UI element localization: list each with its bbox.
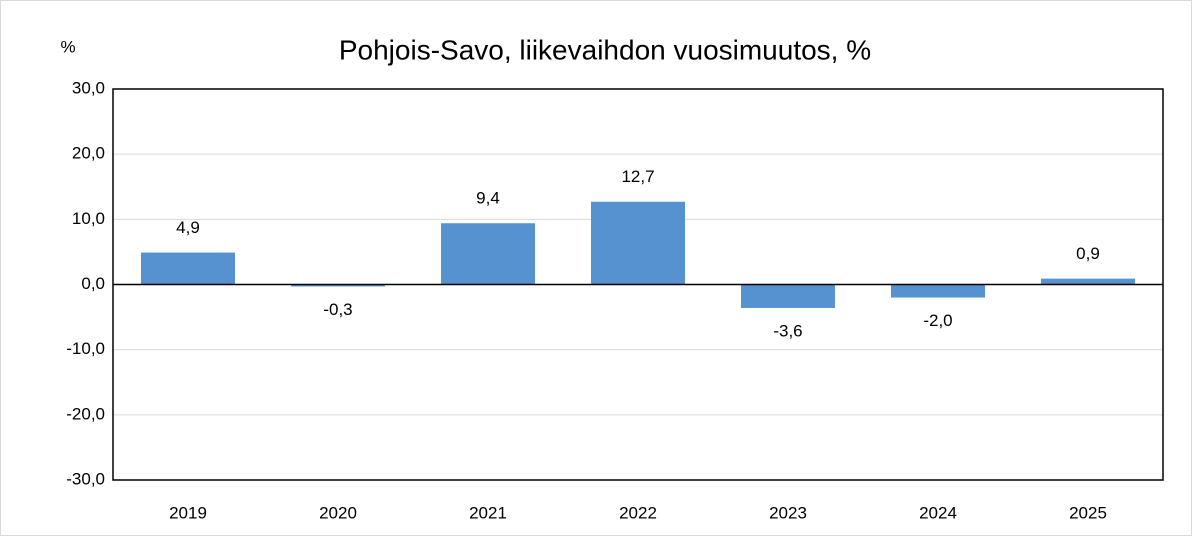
y-tick-label: 30,0 <box>72 78 105 97</box>
x-tick-label: 2019 <box>169 503 207 522</box>
data-label: -2,0 <box>923 311 952 330</box>
y-tick-label: -30,0 <box>66 469 105 488</box>
bar <box>441 223 535 285</box>
x-tick-label: 2023 <box>769 503 807 522</box>
data-label: 9,4 <box>476 189 500 208</box>
bar <box>291 284 385 287</box>
y-tick-label: 0,0 <box>81 274 105 293</box>
x-tick-label: 2022 <box>619 503 657 522</box>
y-tick-label: -20,0 <box>66 404 105 423</box>
data-label: 0,9 <box>1076 244 1100 263</box>
y-axis-label: % <box>60 37 75 56</box>
y-tick-label: -10,0 <box>66 339 105 358</box>
bar <box>1041 278 1135 285</box>
x-tick-label: 2025 <box>1069 503 1107 522</box>
bar <box>141 252 235 285</box>
data-label: 12,7 <box>621 167 654 186</box>
bar <box>741 284 835 308</box>
data-label: -3,6 <box>773 321 802 340</box>
data-label: 4,9 <box>176 218 200 237</box>
x-tick-label: 2024 <box>919 503 957 522</box>
x-tick-label: 2020 <box>319 503 357 522</box>
chart-title: Pohjois-Savo, liikevaihdon vuosimuutos, … <box>339 34 871 65</box>
y-tick-label: 10,0 <box>72 209 105 228</box>
plot-border <box>112 88 1164 481</box>
x-tick-label: 2021 <box>469 503 507 522</box>
bar <box>891 284 985 298</box>
data-label: -0,3 <box>323 300 352 319</box>
y-tick-label: 20,0 <box>72 144 105 163</box>
bar <box>591 201 685 285</box>
